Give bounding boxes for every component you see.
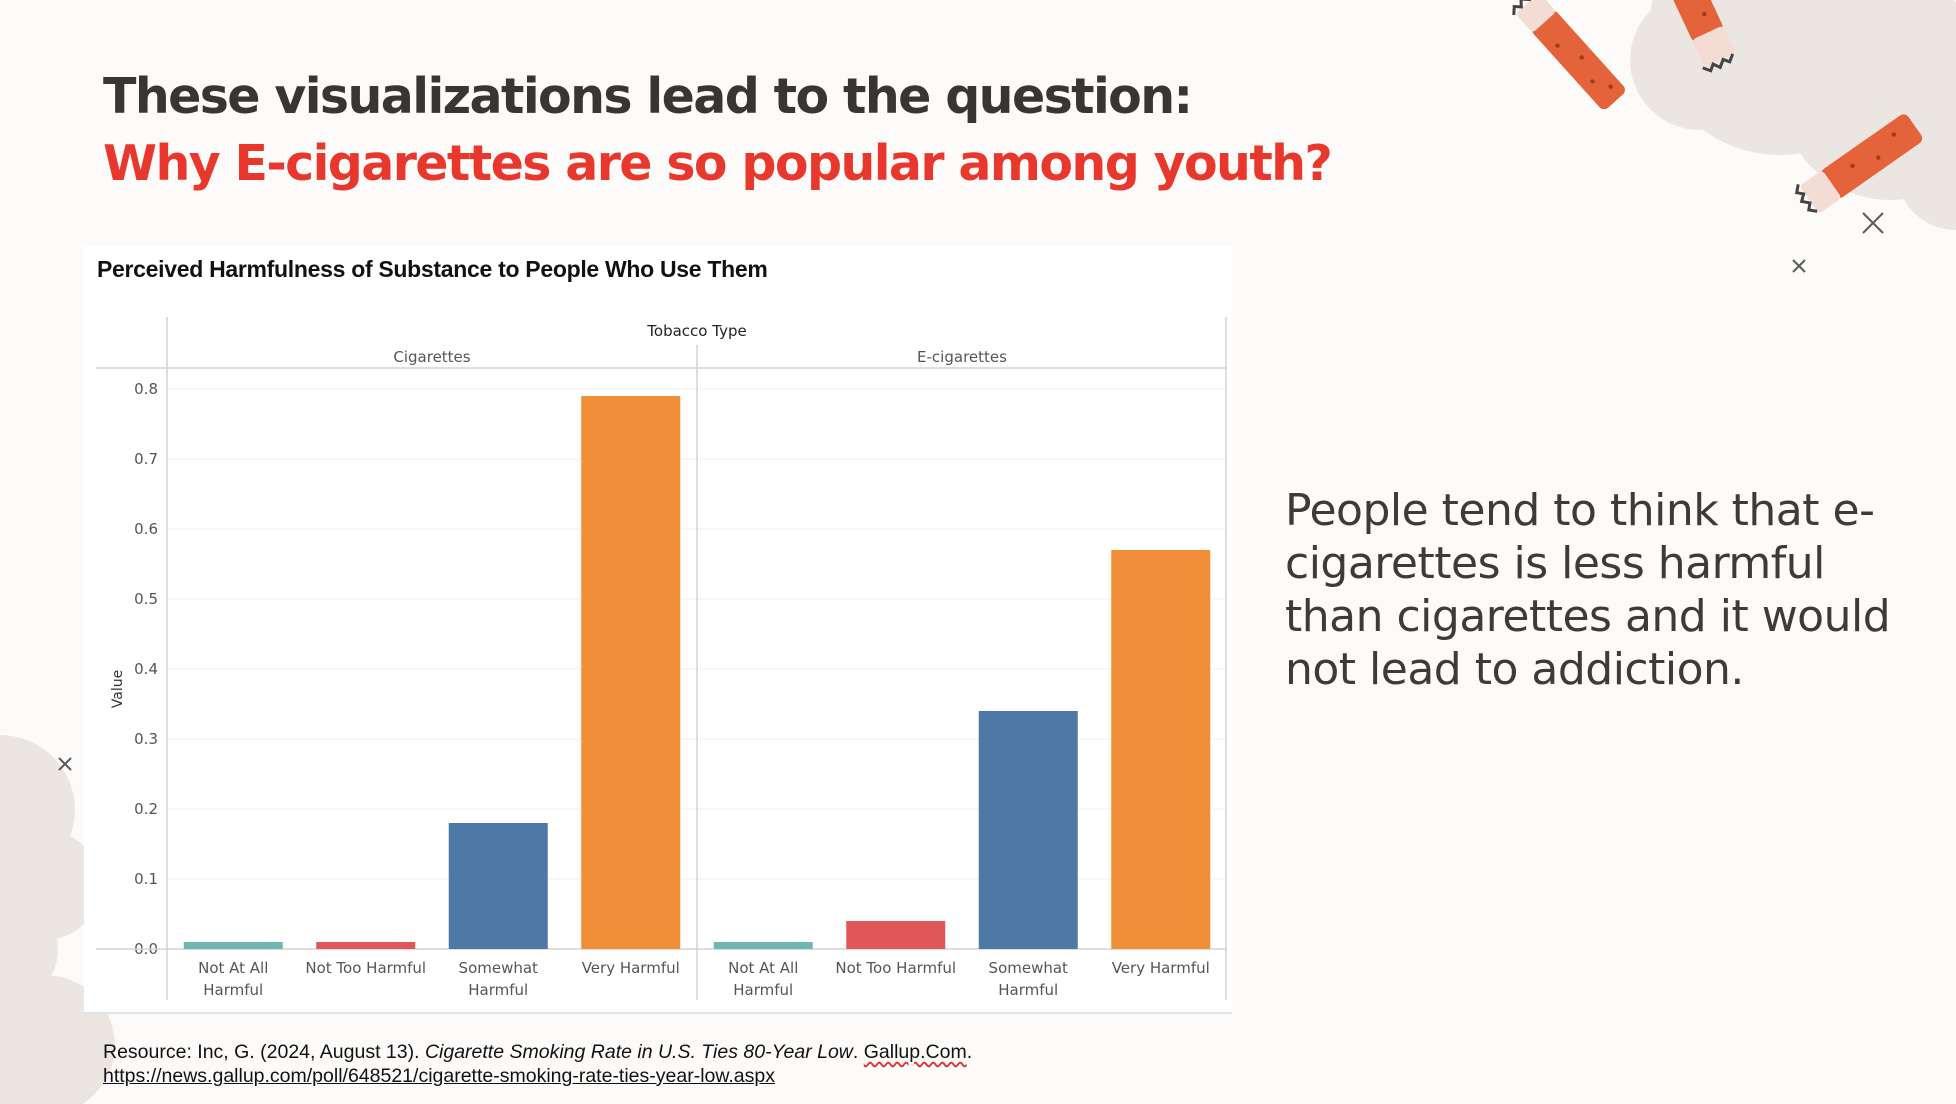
bar — [183, 942, 283, 949]
column-header: Tobacco Type — [646, 322, 746, 340]
y-tick-label: 0.5 — [134, 590, 158, 608]
x-tick-label-line: Harmful — [203, 981, 263, 999]
citation-prefix: Resource: Inc, G. (2024, August 13). — [103, 1041, 420, 1063]
bar — [1111, 550, 1211, 949]
cigarette-butt-icon — [1512, 0, 1625, 110]
x-tick-label-line: Harmful — [733, 981, 793, 999]
citation-line: Resource: Inc, G. (2024, August 13). Cig… — [103, 1041, 973, 1063]
y-axis-title: Value — [110, 670, 126, 708]
x-tick-label: Not Too Harmful — [835, 959, 956, 977]
bar — [448, 823, 548, 949]
y-tick-label: 0.7 — [134, 450, 158, 468]
x-tick-label: Not Too Harmful — [305, 959, 426, 977]
x-tick-label: Very Harmful — [582, 959, 680, 977]
x-tick-label-line: Somewhat — [989, 959, 1069, 977]
x-tick-label: Somewhat Harmful — [989, 959, 1069, 999]
bar — [846, 921, 946, 949]
citation-site: Gallup.Com — [863, 1041, 967, 1063]
x-tick-label: Not At All Harmful — [728, 959, 798, 999]
x-tick-label: Very Harmful — [1112, 959, 1210, 977]
y-tick-label: 0.6 — [134, 520, 158, 538]
panel-label: Cigarettes — [393, 348, 470, 366]
chart-title: Perceived Harmfulness of Substance to Pe… — [97, 256, 768, 282]
resource-citation: Resource: Inc, G. (2024, August 13). Cig… — [103, 1040, 972, 1088]
x-tick-label: Somewhat Harmful — [459, 959, 539, 999]
bar — [713, 942, 813, 949]
slide-title: These visualizations lead to the questio… — [103, 68, 1193, 125]
x-tick-label-line: Not Too Harmful — [835, 959, 956, 977]
x-tick-label-line: Somewhat — [459, 959, 539, 977]
x-tick-label-line: Harmful — [998, 981, 1058, 999]
x-tick-label-line: Very Harmful — [1112, 959, 1210, 977]
close-x-icon — [1792, 259, 1806, 273]
cigarette-butt-icon — [1665, 0, 1735, 73]
panel-label: E-cigarettes — [917, 348, 1007, 366]
y-tick-label: 0.4 — [134, 660, 158, 678]
slide-question: Why E-cigarettes are so popular among yo… — [103, 135, 1333, 192]
x-tick-label-line: Not Too Harmful — [305, 959, 426, 977]
close-x-icon — [58, 757, 72, 771]
y-tick-label: 0.1 — [134, 870, 158, 888]
citation-title: Cigarette Smoking Rate in U.S. Ties 80-Y… — [424, 1041, 853, 1063]
y-tick-label: 0.2 — [134, 800, 158, 818]
bar — [316, 942, 416, 949]
y-tick-label: 0.3 — [134, 730, 158, 748]
takeaway-text: People tend to think that e-cigarettes i… — [1285, 485, 1891, 695]
x-tick-label-line: Very Harmful — [582, 959, 680, 977]
close-x-icon — [1862, 212, 1884, 234]
y-tick-label: 0.8 — [134, 380, 158, 398]
cigarette-butt-icon — [1794, 114, 1923, 213]
bar — [978, 711, 1078, 949]
citation-link[interactable]: https://news.gallup.com/poll/648521/ciga… — [103, 1065, 775, 1087]
x-tick-label: Not At All Harmful — [198, 959, 268, 999]
x-tick-label-line: Harmful — [468, 981, 528, 999]
x-tick-label-line: Not At All — [198, 959, 268, 977]
x-tick-label-line: Not At All — [728, 959, 798, 977]
bar — [581, 396, 681, 949]
